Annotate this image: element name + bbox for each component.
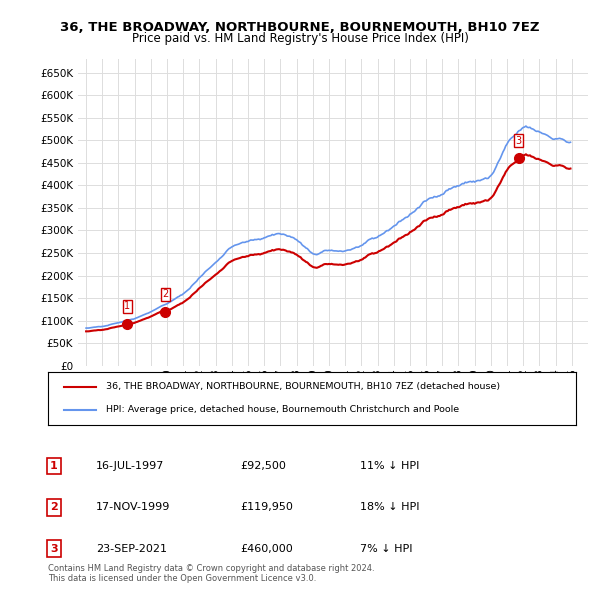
Text: 3: 3 [516, 136, 522, 146]
Text: 36, THE BROADWAY, NORTHBOURNE, BOURNEMOUTH, BH10 7EZ (detached house): 36, THE BROADWAY, NORTHBOURNE, BOURNEMOU… [106, 382, 500, 391]
Text: Price paid vs. HM Land Registry's House Price Index (HPI): Price paid vs. HM Land Registry's House … [131, 32, 469, 45]
Text: Contains HM Land Registry data © Crown copyright and database right 2024.
This d: Contains HM Land Registry data © Crown c… [48, 563, 374, 583]
Text: 1: 1 [50, 461, 58, 471]
Text: 36, THE BROADWAY, NORTHBOURNE, BOURNEMOUTH, BH10 7EZ: 36, THE BROADWAY, NORTHBOURNE, BOURNEMOU… [60, 21, 540, 34]
Text: 7% ↓ HPI: 7% ↓ HPI [360, 544, 413, 553]
Text: 11% ↓ HPI: 11% ↓ HPI [360, 461, 419, 471]
Text: £460,000: £460,000 [240, 544, 293, 553]
Text: 17-NOV-1999: 17-NOV-1999 [96, 503, 170, 512]
Text: HPI: Average price, detached house, Bournemouth Christchurch and Poole: HPI: Average price, detached house, Bour… [106, 405, 459, 414]
Text: £92,500: £92,500 [240, 461, 286, 471]
Text: 2: 2 [50, 503, 58, 512]
Text: 3: 3 [50, 544, 58, 553]
Text: 1: 1 [124, 301, 130, 312]
Text: 18% ↓ HPI: 18% ↓ HPI [360, 503, 419, 512]
Text: 23-SEP-2021: 23-SEP-2021 [96, 544, 167, 553]
Text: 16-JUL-1997: 16-JUL-1997 [96, 461, 164, 471]
Text: 2: 2 [162, 289, 168, 299]
Text: £119,950: £119,950 [240, 503, 293, 512]
